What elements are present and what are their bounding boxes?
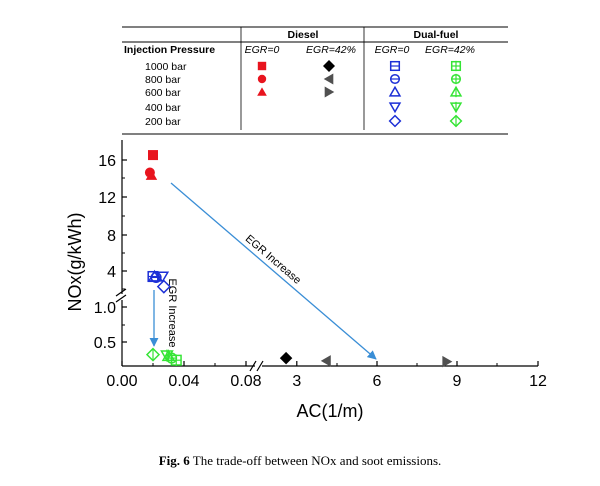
- legend-column-1: EGR=42%: [306, 44, 356, 56]
- legend-symbol-diesel-egr42-2: [324, 86, 335, 98]
- point-diesel-egr0-1000bar: [148, 150, 158, 161]
- y-tick-label-16: 16: [98, 153, 116, 170]
- y-tick-label-12: 12: [98, 190, 116, 207]
- y-tick-label-0.5: 0.5: [94, 335, 116, 352]
- legend-symbol-diesel-egr42-1: [323, 73, 334, 85]
- y-tick-label-8: 8: [107, 228, 116, 245]
- legend-symbol-dual-egr0-2: [388, 85, 402, 97]
- point-diesel-egr42-1000bar: [279, 351, 293, 365]
- point-dual-egr42-400bar: [160, 349, 174, 363]
- arrow-egr-increase-diagonal: [170, 182, 377, 360]
- legend-pressure-3: 400 bar: [145, 102, 181, 114]
- y-tick-label-4: 4: [107, 264, 116, 281]
- legend: Diesel Dual-fuel Injection Pressure EGR=0 EG…: [122, 26, 508, 135]
- legend-pressure-0: 1000 bar: [145, 61, 187, 73]
- x-tick-label-9: 9: [453, 373, 462, 390]
- annotation-egr-increase-vertical: EGR Increase: [166, 278, 178, 347]
- legend-column-0: EGR=0: [245, 44, 280, 56]
- x-tick-label-6: 6: [373, 373, 382, 390]
- point-diesel-egr0-600bar: [145, 169, 158, 180]
- legend-symbol-dual-egr0-3: [388, 102, 402, 114]
- x-axis-label: AC(1/m): [297, 401, 364, 421]
- legend-symbol-diesel-egr0-2: [257, 87, 267, 96]
- x-axis-break: [249, 360, 264, 372]
- point-dual-egr0-600bar: [147, 269, 162, 282]
- legend-symbol-dual-egr42-2: [449, 85, 463, 98]
- axes: 0.5 1.0 4 8 12 16 0.00 0.04 0.08 3 6 9 12 AC(1/m) NOx(…: [65, 140, 547, 421]
- legend-symbol-diesel-egr0-0: [257, 61, 267, 71]
- x-tick-label-0.04: 0.04: [168, 373, 199, 390]
- legend-group-diesel: Diesel: [288, 29, 319, 41]
- legend-pressure-2: 600 bar: [145, 87, 181, 99]
- legend-pressure-1: 800 bar: [145, 74, 181, 86]
- point-diesel-egr42-800bar: [320, 355, 331, 367]
- legend-symbol-dual-egr42-0: [450, 60, 462, 72]
- legend-symbol-dual-egr42-1: [450, 73, 462, 85]
- x-tick-label-0.08: 0.08: [230, 373, 261, 390]
- caption-label: Fig. 6: [158, 453, 190, 468]
- figure-caption: Fig. 6 The trade-off between NOx and soo…: [0, 453, 600, 469]
- point-dual-egr0-400bar: [155, 271, 170, 284]
- point-dual-egr0-200bar: [156, 279, 171, 294]
- legend-symbol-dual-egr42-4: [449, 114, 463, 128]
- legend-symbol-dual-egr0-1: [389, 73, 401, 85]
- x-tick-label-3: 3: [292, 373, 301, 390]
- legend-symbol-dual-egr0-4: [388, 114, 402, 128]
- y-axis-label: NOx(g/kWh): [65, 213, 85, 312]
- legend-column-3: EGR=42%: [425, 44, 475, 56]
- legend-symbol-diesel-egr0-1: [257, 74, 267, 84]
- legend-symbol-dual-egr42-3: [449, 101, 463, 114]
- x-tick-label-12: 12: [529, 373, 547, 390]
- legend-group-dualfuel: Dual-fuel: [414, 29, 459, 41]
- point-dual-egr42-600bar: [161, 349, 176, 362]
- legend-symbol-diesel-egr42-0: [323, 60, 335, 72]
- data-points: [144, 150, 453, 368]
- legend-symbol-dual-egr0-0: [389, 60, 401, 72]
- point-dual-egr42-200bar: [145, 347, 161, 362]
- legend-column-2: EGR=0: [375, 44, 410, 56]
- legend-pressure-4: 200 bar: [145, 116, 181, 128]
- annotations: EGR Increase EGR Increase: [149, 182, 377, 360]
- y-tick-label-1.0: 1.0: [94, 300, 116, 317]
- caption-text: The trade-off between NOx and soot emiss…: [189, 453, 442, 468]
- point-diesel-egr42-600bar: [442, 355, 453, 368]
- y-axis-break: [115, 288, 127, 303]
- legend-header: Injection Pressure: [124, 44, 215, 56]
- annotation-egr-increase-diagonal: EGR Increase: [243, 233, 303, 287]
- x-tick-label-0.00: 0.00: [106, 373, 137, 390]
